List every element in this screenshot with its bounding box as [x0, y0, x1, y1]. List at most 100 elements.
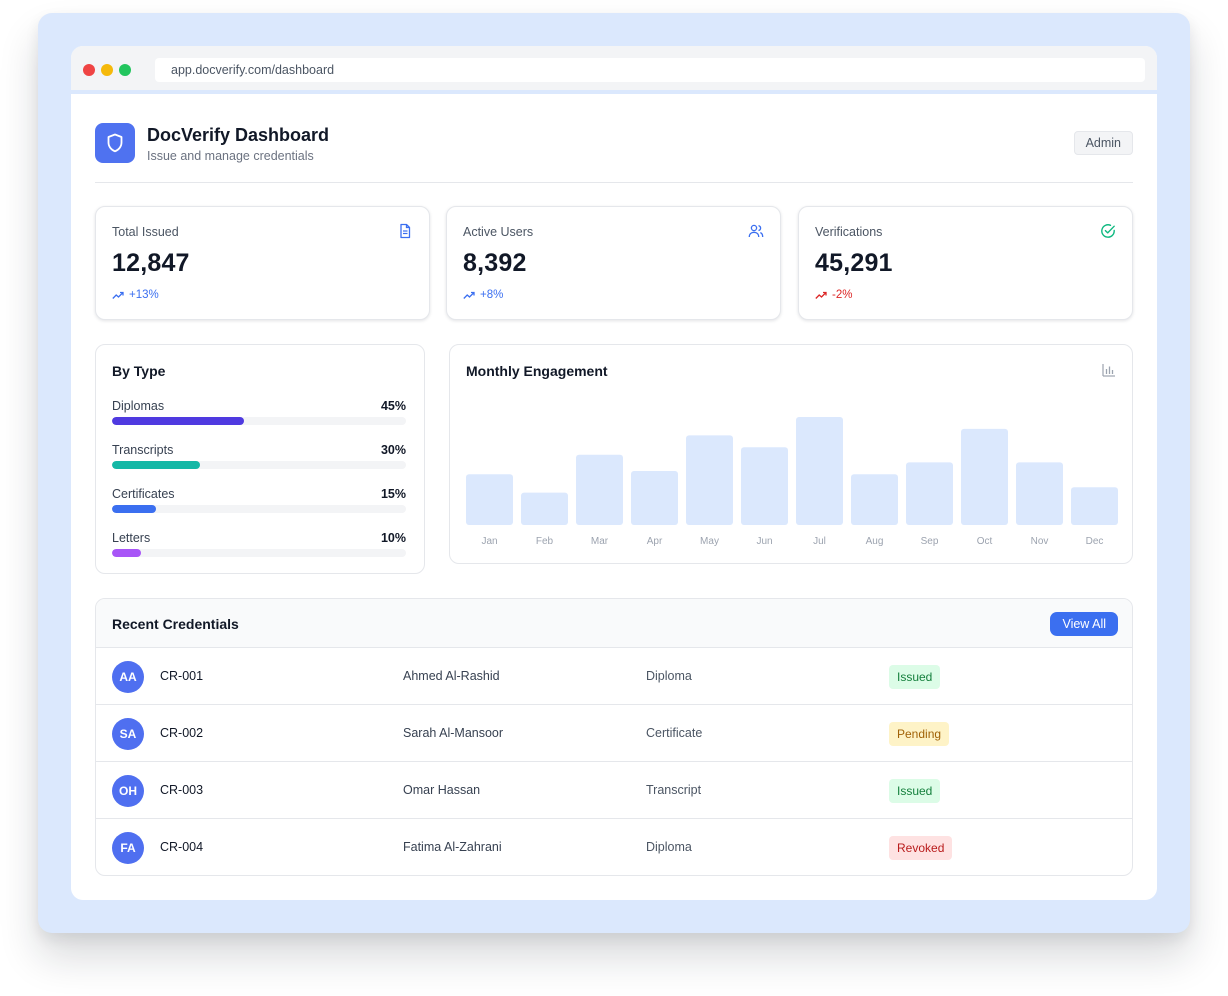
- stat-card-active-users: Active Users 8,392 +8%: [446, 206, 781, 320]
- table-header: Recent Credentials View All: [96, 599, 1132, 648]
- type-percent: 30%: [380, 443, 406, 457]
- status-badge: Revoked: [889, 836, 953, 860]
- progress-track: [112, 505, 406, 513]
- credential-type: Diploma: [646, 669, 692, 683]
- stat-trend-value: +8%: [480, 289, 504, 301]
- trend-down-icon: [815, 291, 827, 299]
- x-tick-label: Jul: [813, 536, 826, 547]
- stat-value: 12,847: [112, 249, 190, 277]
- type-label: Certificates: [112, 487, 175, 501]
- page-header: DocVerify Dashboard Issue and manage cre…: [95, 123, 1133, 183]
- bar-nov: [1016, 462, 1063, 525]
- stat-label: Active Users: [463, 225, 534, 239]
- type-label: Letters: [112, 531, 151, 545]
- type-percent: 10%: [380, 531, 406, 545]
- trend-up-icon: [463, 291, 475, 299]
- bar-jan: [466, 474, 513, 525]
- recent-credentials-card: Recent Credentials View All AA CR-001 Ah…: [95, 598, 1133, 876]
- stat-value: 45,291: [815, 249, 893, 277]
- x-tick-label: Apr: [647, 536, 663, 547]
- avatar: FA: [112, 832, 144, 864]
- credential-id: CR-004: [160, 840, 204, 854]
- engagement-card: Monthly Engagement Jan Feb Mar Apr May Jun Jul…: [449, 344, 1133, 564]
- stat-label: Verifications: [815, 225, 883, 239]
- role-badge[interactable]: Admin: [1073, 131, 1133, 155]
- type-row-letters: Letters 10%: [112, 531, 406, 561]
- type-row-transcripts: Transcripts 30%: [112, 443, 406, 473]
- engagement-title: Monthly Engagement: [466, 363, 608, 379]
- progress-track: [112, 461, 406, 469]
- table-row[interactable]: OH CR-003 Omar Hassan Transcript Issued: [96, 762, 1132, 819]
- type-percent: 15%: [380, 487, 406, 501]
- x-tick-label: Dec: [1086, 536, 1104, 547]
- trend-up-icon: [112, 291, 124, 299]
- stat-card-verifications: Verifications 45,291 -2%: [798, 206, 1133, 320]
- app-frame: app.docverify.com/dashboard DocVerify Da…: [38, 13, 1190, 933]
- stat-value: 8,392: [463, 249, 527, 277]
- recent-credentials-title: Recent Credentials: [112, 616, 239, 632]
- address-bar[interactable]: app.docverify.com/dashboard: [155, 58, 1145, 82]
- users-icon: [748, 224, 764, 238]
- table-row[interactable]: FA CR-004 Fatima Al-Zahrani Diploma Revo…: [96, 819, 1132, 875]
- page-subtitle: Issue and manage credentials: [147, 149, 314, 163]
- shield-icon: [95, 123, 135, 163]
- credential-id: CR-002: [160, 726, 204, 740]
- stat-card-total-issued: Total Issued 12,847 +13%: [95, 206, 430, 320]
- table-row[interactable]: AA CR-001 Ahmed Al-Rashid Diploma Issued: [96, 648, 1132, 705]
- bar-feb: [521, 492, 568, 525]
- bar-oct: [961, 428, 1008, 525]
- check-circle-icon: [1101, 224, 1115, 238]
- recipient-name: Omar Hassan: [403, 783, 481, 797]
- bar-jul: [796, 417, 843, 525]
- maximize-window-dot[interactable]: [119, 64, 131, 76]
- type-row-certificates: Certificates 15%: [112, 487, 406, 517]
- bar-jun: [741, 447, 788, 525]
- x-tick-label: Oct: [977, 536, 993, 547]
- credential-type: Transcript: [646, 783, 702, 797]
- page-title: DocVerify Dashboard: [147, 125, 330, 145]
- progress-track: [112, 549, 406, 557]
- bar-apr: [631, 471, 678, 525]
- credential-type: Certificate: [646, 726, 703, 740]
- minimize-window-dot[interactable]: [101, 64, 113, 76]
- x-tick-label: Jan: [481, 536, 497, 547]
- avatar: OH: [112, 775, 144, 807]
- view-all-button[interactable]: View All: [1050, 612, 1118, 636]
- stat-trend-value: -2%: [832, 289, 853, 301]
- progress-fill: [112, 461, 201, 469]
- stat-trend: +13%: [112, 289, 159, 301]
- bar-mar: [576, 454, 623, 525]
- stat-trend: +8%: [463, 289, 503, 301]
- x-tick-label: Jun: [756, 536, 772, 547]
- by-type-title: By Type: [112, 363, 166, 379]
- avatar: SA: [112, 718, 144, 750]
- bar-aug: [851, 474, 898, 525]
- progress-track: [112, 417, 406, 425]
- x-tick-label: Mar: [591, 536, 609, 547]
- bar-may: [686, 435, 733, 525]
- document-icon: [400, 223, 411, 239]
- recipient-name: Sarah Al-Mansoor: [403, 726, 504, 740]
- bar-chart-icon[interactable]: [1102, 363, 1116, 377]
- recipient-name: Fatima Al-Zahrani: [403, 840, 502, 854]
- status-badge: Issued: [889, 665, 941, 689]
- x-tick-label: May: [700, 536, 719, 547]
- browser-titlebar: app.docverify.com/dashboard: [71, 46, 1157, 94]
- status-badge: Pending: [889, 722, 950, 746]
- table-row[interactable]: SA CR-002 Sarah Al-Mansoor Certificate P…: [96, 705, 1132, 762]
- progress-fill: [112, 505, 157, 513]
- engagement-chart: Jan Feb Mar Apr May Jun Jul Aug Sep Oct Nov Dec: [466, 417, 1118, 547]
- avatar: AA: [112, 661, 144, 693]
- credential-id: CR-001: [160, 669, 204, 683]
- progress-fill: [112, 549, 142, 557]
- x-tick-label: Sep: [921, 536, 939, 547]
- x-tick-label: Aug: [866, 536, 884, 547]
- credential-type: Diploma: [646, 840, 692, 854]
- recipient-name: Ahmed Al-Rashid: [403, 669, 500, 683]
- type-row-diplomas: Diplomas 45%: [112, 399, 406, 429]
- by-type-card: By Type Diplomas 45% Transcripts 30% Cer…: [95, 344, 425, 574]
- close-window-dot[interactable]: [83, 64, 95, 76]
- type-percent: 45%: [380, 399, 406, 413]
- type-label: Diplomas: [112, 399, 165, 413]
- x-tick-label: Nov: [1031, 536, 1049, 547]
